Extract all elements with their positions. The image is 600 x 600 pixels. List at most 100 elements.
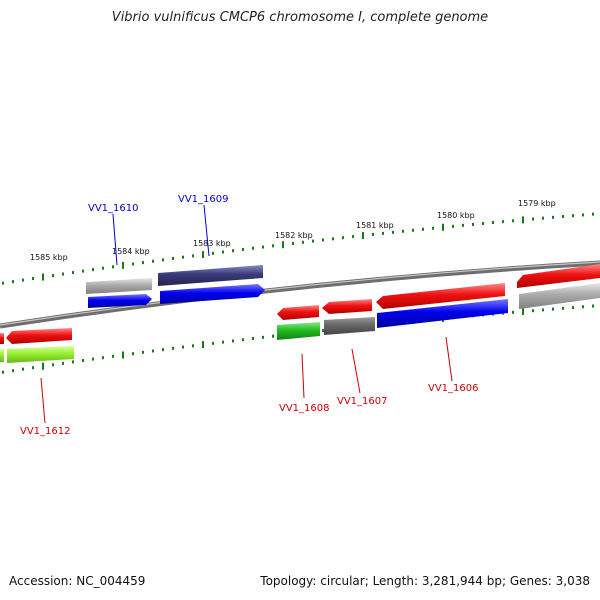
- inner-ring-minor-tick: [72, 360, 74, 364]
- outer-ring-minor-tick: [22, 278, 24, 282]
- outer-ring-minor-tick: [532, 217, 534, 221]
- inner-ring-minor-tick: [272, 334, 274, 338]
- inner-ring-minor-tick: [222, 340, 224, 344]
- outer-ring-minor-tick: [62, 272, 64, 276]
- gene-vv1-1608-red[interactable]: [277, 305, 319, 320]
- outer-ring-minor-tick: [162, 258, 164, 262]
- inner-ring-minor-tick: [92, 357, 94, 361]
- gene-vv1-1606-red[interactable]: [376, 283, 505, 309]
- inner-ring-minor-tick: [542, 308, 544, 312]
- inner-ring-minor-tick: [82, 359, 84, 363]
- gene-vv1-1612-group[interactable]: [0, 328, 74, 363]
- gene-vv1-1606-blue[interactable]: [377, 299, 508, 328]
- outer-ring-minor-tick: [262, 245, 264, 249]
- inner-ring-minor-tick: [192, 344, 194, 348]
- inner-ring-minor-tick: [152, 349, 154, 353]
- gene-label-vv1-1609[interactable]: VV1_1609: [178, 194, 229, 205]
- outer-ring-major-tick: [442, 223, 444, 231]
- outer-ring-minor-tick: [412, 228, 414, 232]
- outer-ring-minor-tick: [562, 215, 564, 219]
- outer-ring-minor-tick: [402, 229, 404, 233]
- gene-vv1-1612-lime[interactable]: [7, 346, 74, 363]
- outer-ring-minor-tick: [422, 227, 424, 231]
- gene-vv1-1607-darkgray[interactable]: [324, 317, 375, 335]
- inner-ring-major-tick: [122, 351, 124, 359]
- gene-label-vv1-1610[interactable]: VV1_1610: [88, 203, 139, 214]
- accession-label: Accession:: [9, 574, 73, 588]
- outer-ring-minor-tick: [382, 231, 384, 235]
- outer-ring-minor-tick: [492, 221, 494, 225]
- outer-ring-major-tick: [282, 241, 284, 249]
- inner-ring-minor-tick: [592, 304, 594, 308]
- outer-ring-minor-tick: [152, 259, 154, 263]
- gene-vv1-1608-group[interactable]: [277, 305, 320, 340]
- outer-ring-minor-tick: [392, 230, 394, 234]
- gene-label-vv1-1612[interactable]: VV1_1612: [20, 426, 71, 437]
- outer-ring-minor-tick: [572, 214, 574, 218]
- inner-ring-minor-tick: [262, 335, 264, 339]
- leader-vv1-1610: [112, 213, 118, 266]
- kbp-label-1583: 1583 kbp: [193, 239, 231, 248]
- outer-ring-minor-tick: [502, 220, 504, 224]
- gene-left-red-small[interactable]: [0, 333, 4, 344]
- gene-vv1-1609-navy[interactable]: [158, 265, 263, 286]
- gene-vv1-1610-group[interactable]: [86, 278, 152, 308]
- outer-ring-minor-tick: [292, 241, 294, 245]
- outer-ring-major-tick: [362, 232, 364, 240]
- outer-ring-minor-tick: [372, 232, 374, 236]
- inner-ring-minor-tick: [52, 363, 54, 367]
- outer-ring-minor-tick: [32, 277, 34, 281]
- leader-vv1-1609: [203, 204, 210, 257]
- gene-vv1-1609-blue[interactable]: [160, 284, 265, 304]
- inner-ring-minor-tick: [112, 354, 114, 358]
- gene-vv1-1608-green[interactable]: [277, 322, 320, 340]
- inner-ring-minor-tick: [162, 348, 164, 352]
- outer-ring-minor-tick: [352, 235, 354, 239]
- gene-left-lime-small[interactable]: [0, 349, 4, 362]
- outer-ring-minor-tick: [212, 251, 214, 255]
- inner-ring-minor-tick: [242, 338, 244, 342]
- outer-ring-major-tick: [122, 261, 124, 269]
- outer-ring-minor-tick: [112, 265, 114, 269]
- outer-ring-minor-tick: [82, 269, 84, 273]
- outer-ring-major-tick: [202, 251, 204, 259]
- gene-label-vv1-1607[interactable]: VV1_1607: [337, 396, 388, 407]
- gene-vv1-1610-gray[interactable]: [86, 278, 152, 294]
- inner-ring-minor-tick: [512, 310, 514, 314]
- gene-label-vv1-1606[interactable]: VV1_1606: [428, 383, 479, 394]
- gene-right-forward-group[interactable]: [517, 264, 600, 309]
- leader-vv1-1607: [351, 348, 361, 394]
- inner-ring-minor-tick: [572, 306, 574, 310]
- stats-sep-1: ;: [364, 574, 369, 588]
- outer-ring-minor-tick: [302, 240, 304, 244]
- gene-right-red-forward[interactable]: [517, 264, 600, 288]
- genome-backbone: [0, 260, 600, 329]
- inner-ring-minor-tick: [102, 356, 104, 360]
- gene-vv1-1607-red[interactable]: [322, 299, 372, 314]
- gene-label-vv1-1608[interactable]: VV1_1608: [279, 403, 330, 414]
- gene-vv1-1606-group[interactable]: [376, 283, 508, 328]
- genome-title: Vibrio vulnificus CMCP6 chromosome I, co…: [111, 10, 489, 25]
- outer-ring-minor-tick: [12, 280, 14, 284]
- gene-vv1-1609-group[interactable]: [158, 265, 265, 304]
- outer-ring-minor-tick: [472, 222, 474, 226]
- topology-label: Topology:: [260, 574, 317, 588]
- inner-ring-minor-tick: [22, 367, 24, 371]
- outer-ring-minor-tick: [2, 281, 4, 285]
- outer-ring-minor-tick: [222, 250, 224, 254]
- gene-vv1-1607-group[interactable]: [322, 299, 375, 335]
- accession-value: NC_004459: [76, 574, 146, 588]
- topology-value: circular: [320, 574, 365, 588]
- gene-right-gray-forward[interactable]: [519, 283, 600, 309]
- inner-ring-minor-tick: [2, 370, 4, 374]
- outer-ring-minor-tick: [552, 215, 554, 219]
- kbp-label-1579: 1579 kbp: [518, 199, 556, 208]
- gene-vv1-1612-red[interactable]: [6, 328, 72, 344]
- inner-ring-minor-tick: [322, 329, 324, 333]
- genes-value: 3,038: [555, 574, 590, 588]
- outer-ring-minor-tick: [142, 261, 144, 265]
- outer-ring-minor-tick: [482, 221, 484, 225]
- kbp-label-1585: 1585 kbp: [30, 253, 68, 262]
- gene-vv1-1610-blue[interactable]: [88, 294, 152, 308]
- outer-ring-minor-tick: [332, 237, 334, 241]
